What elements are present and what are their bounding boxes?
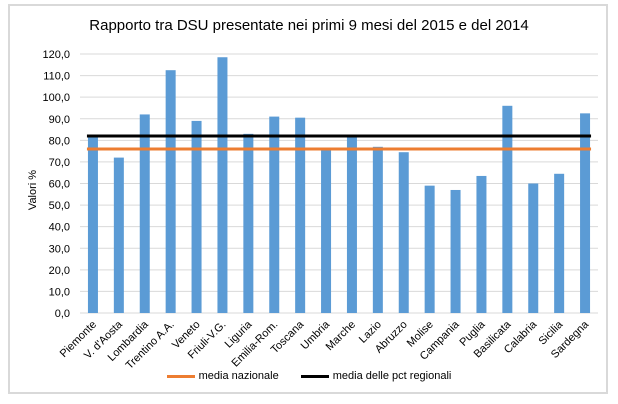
- bar: [165, 70, 176, 313]
- bar: [502, 105, 513, 313]
- y-tick-label: 100,0: [42, 92, 70, 104]
- bar: [87, 134, 98, 313]
- y-tick-label: 10,0: [49, 286, 70, 298]
- y-tick-label: 40,0: [49, 222, 70, 234]
- y-tick-label: 120,0: [42, 49, 70, 61]
- y-tick-label: 50,0: [49, 200, 70, 212]
- legend-item-media-regionali: media delle pct regionali: [300, 370, 452, 382]
- bar: [476, 175, 487, 313]
- legend-label: media delle pct regionali: [332, 370, 452, 382]
- bar: [243, 133, 254, 313]
- y-tick-label: 70,0: [49, 157, 70, 169]
- bar: [424, 185, 435, 313]
- bar: [321, 148, 332, 313]
- bar: [217, 57, 228, 313]
- y-tick-label: 90,0: [49, 114, 70, 126]
- y-tick-label: 0,0: [55, 308, 70, 320]
- y-tick-label: 60,0: [49, 179, 70, 191]
- bar: [450, 189, 461, 313]
- y-axis-label: Valori %: [27, 170, 39, 210]
- legend-swatch-orange: [166, 374, 195, 378]
- bar: [554, 173, 565, 313]
- legend-label: media nazionale: [198, 370, 279, 382]
- bar: [528, 183, 539, 313]
- legend-item-media-nazionale: media nazionale: [166, 370, 279, 382]
- bar: [113, 157, 124, 313]
- bar: [398, 152, 409, 313]
- legend: media nazionale media delle pct regional…: [0, 370, 618, 382]
- y-tick-label: 110,0: [43, 71, 70, 83]
- y-tick-label: 80,0: [49, 135, 70, 147]
- bar: [580, 113, 591, 314]
- chart-title: Rapporto tra DSU presentate nei primi 9 …: [89, 17, 529, 34]
- y-tick-label: 30,0: [49, 243, 70, 255]
- legend-swatch-black: [300, 374, 329, 378]
- bar: [139, 114, 150, 313]
- bar: [295, 117, 306, 313]
- bar: [372, 146, 383, 313]
- bar: [269, 116, 280, 313]
- bar: [191, 120, 202, 314]
- y-tick-label: 20,0: [49, 265, 70, 277]
- bar: [346, 136, 357, 313]
